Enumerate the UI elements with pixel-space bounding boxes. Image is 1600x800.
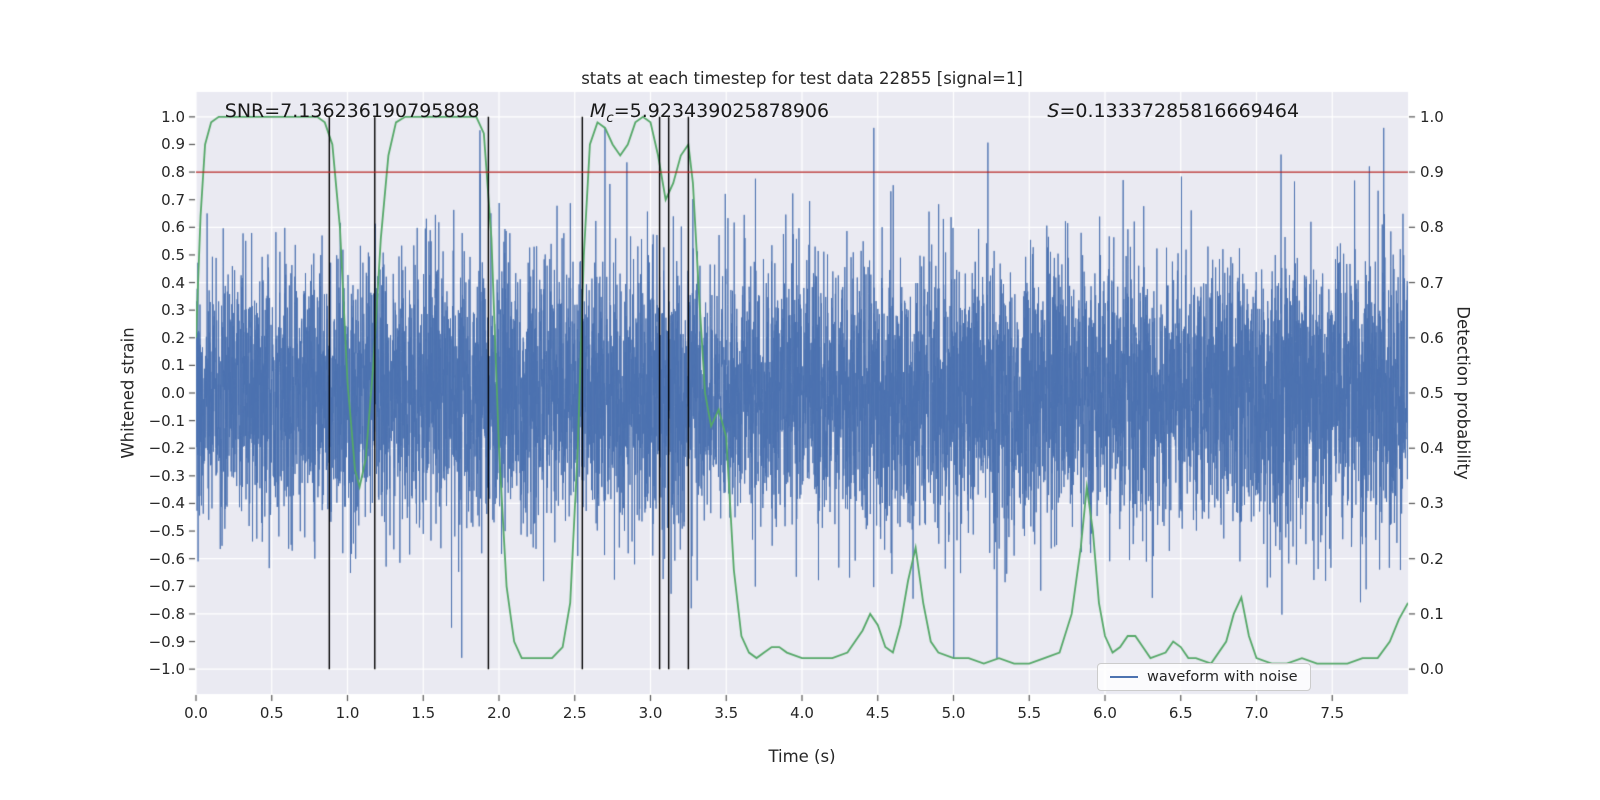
left-tick-label: 0.5 xyxy=(161,245,185,264)
left-tick-label: 0.4 xyxy=(161,273,185,292)
right-tick-label: 0.5 xyxy=(1420,384,1444,402)
left-tick-label: 0.0 xyxy=(161,384,185,402)
legend: waveform with noise xyxy=(1097,663,1311,691)
x-tick-label: 5.0 xyxy=(941,704,966,722)
stat-annotation-segment: M xyxy=(589,100,607,123)
stat-annotation: SNR=7.136236190795898 xyxy=(225,100,480,122)
stat-annotation-segment: =0.13337285816669464 xyxy=(1059,100,1300,123)
x-tick-label: 3.0 xyxy=(638,704,663,722)
x-tick-label: 7.0 xyxy=(1244,704,1269,722)
left-tick-label: 0.3 xyxy=(161,301,185,320)
left-tick-label: −0.9 xyxy=(148,632,185,651)
stat-annotation-segment: c xyxy=(606,110,614,127)
left-tick-label: −0.6 xyxy=(148,549,185,568)
right-tick-label: 0.7 xyxy=(1420,273,1444,292)
left-tick-label: −1.0 xyxy=(148,660,185,679)
stat-annotation-segment: SNR=7.136236190795898 xyxy=(224,100,480,123)
left-tick-label: 0.6 xyxy=(161,218,185,237)
right-axis-label: Detection probability xyxy=(1453,306,1473,480)
left-tick-label: 0.2 xyxy=(161,328,185,347)
left-tick-label: −0.5 xyxy=(148,522,185,541)
chart-title: stats at each timestep for test data 228… xyxy=(581,69,1023,88)
left-tick-label: 0.8 xyxy=(161,163,185,182)
x-tick-label: 4.5 xyxy=(865,704,890,722)
left-tick-label: 0.9 xyxy=(161,135,185,154)
right-tick-label: 0.1 xyxy=(1420,604,1444,623)
left-tick-label: −0.7 xyxy=(148,577,185,596)
stat-annotation-segment: S xyxy=(1047,100,1060,123)
right-tick-label: 0.0 xyxy=(1420,660,1444,679)
left-tick-label: −0.4 xyxy=(148,494,185,513)
x-tick-label: 5.5 xyxy=(1017,704,1042,722)
left-tick-label: 1.0 xyxy=(161,107,185,126)
left-tick-label: −0.1 xyxy=(148,411,185,430)
x-tick-label: 6.5 xyxy=(1168,704,1193,722)
legend-label: waveform with noise xyxy=(1147,669,1298,685)
x-axis-label: Time (s) xyxy=(768,747,836,766)
x-tick-label: 0.5 xyxy=(259,704,284,722)
x-tick-label: 4.0 xyxy=(790,704,814,722)
left-tick-label: 0.1 xyxy=(161,356,185,375)
right-tick-label: 0.4 xyxy=(1420,439,1444,458)
x-tick-label: 6.0 xyxy=(1093,704,1117,722)
right-tick-label: 0.3 xyxy=(1420,494,1444,513)
left-tick-label: −0.2 xyxy=(148,439,185,458)
x-tick-label: 3.5 xyxy=(714,704,739,722)
x-tick-label: 2.5 xyxy=(562,704,587,722)
left-tick-label: −0.3 xyxy=(148,466,185,485)
x-tick-label: 1.0 xyxy=(335,704,360,722)
stat-annotation: S=0.13337285816669464 xyxy=(1047,100,1299,122)
stat-annotation-segment: =5.923439025878906 xyxy=(613,100,830,123)
right-tick-label: 0.9 xyxy=(1420,163,1444,182)
left-tick-label: −0.8 xyxy=(148,604,185,623)
right-tick-label: 1.0 xyxy=(1420,107,1444,126)
right-tick-label: 0.2 xyxy=(1420,549,1444,568)
stat-annotation: Mc=5.923439025878906 xyxy=(589,100,830,126)
right-tick-label: 0.8 xyxy=(1420,218,1444,237)
x-tick-label: 0.0 xyxy=(184,704,208,722)
legend-line-swatch xyxy=(1110,676,1138,678)
right-tick-label: 0.6 xyxy=(1420,328,1444,347)
x-tick-label: 1.5 xyxy=(411,704,436,722)
x-tick-label: 7.5 xyxy=(1320,704,1345,722)
left-tick-label: 0.7 xyxy=(161,190,185,209)
x-tick-label: 2.0 xyxy=(487,704,511,722)
